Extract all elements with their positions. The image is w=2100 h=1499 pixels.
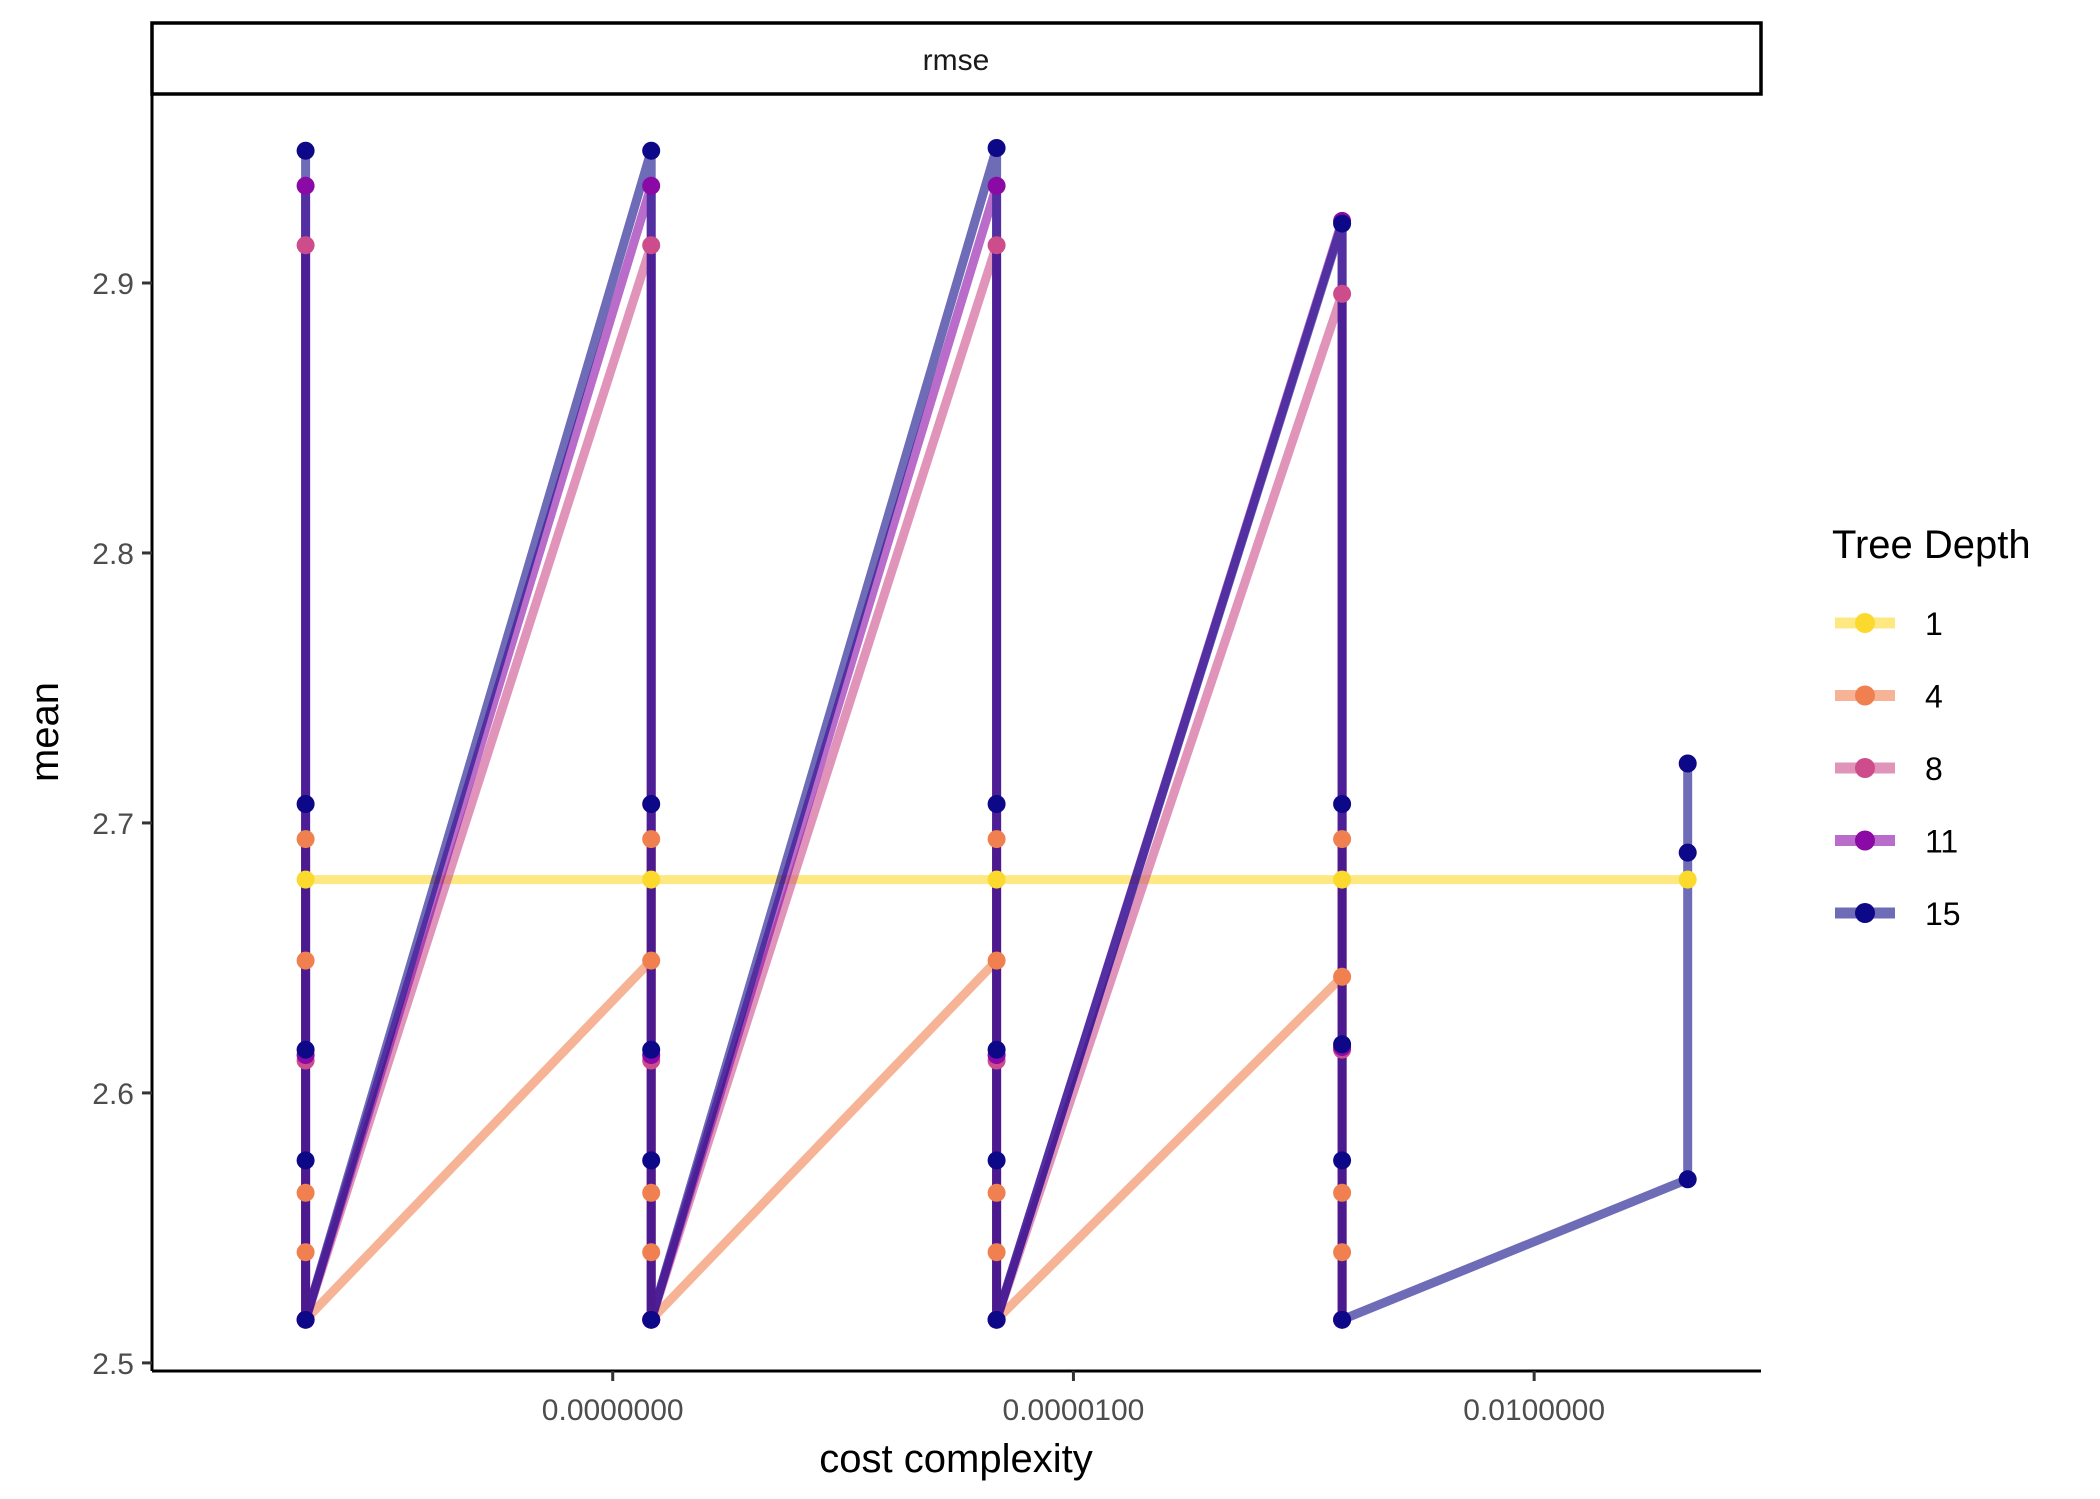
legend-key-point	[1855, 903, 1875, 923]
facet-strip-label: rmse	[923, 44, 990, 77]
x-axis-title: cost complexity	[819, 1437, 1092, 1481]
data-point-15	[1333, 214, 1352, 233]
data-point-1	[1333, 870, 1352, 889]
data-point-15	[642, 795, 661, 813]
y-tick-label: 2.9	[92, 268, 134, 301]
data-point-4	[296, 830, 315, 849]
data-point-4	[1333, 967, 1352, 986]
data-point-15	[296, 141, 315, 160]
data-point-8	[1333, 284, 1352, 303]
data-point-15	[1678, 843, 1697, 862]
legend-label: 15	[1925, 896, 1961, 932]
data-point-4	[642, 951, 661, 970]
x-ticks: 0.0000000 0.0000100 0.0100000	[542, 1371, 1605, 1427]
y-ticks: 2.5 2.6 2.7 2.8 2.9	[92, 268, 152, 1381]
legend-label: 11	[1925, 824, 1958, 860]
data-point-15	[987, 1040, 1006, 1059]
data-point-4	[296, 951, 315, 970]
x-tick-label: 0.0000000	[542, 1394, 684, 1427]
data-point-15	[1333, 795, 1352, 813]
data-point-11	[642, 176, 661, 195]
data-point-15	[987, 1310, 1006, 1329]
data-point-1	[987, 870, 1006, 889]
data-point-1	[296, 870, 315, 889]
data-point-11	[296, 176, 315, 195]
legend-key-point	[1855, 830, 1875, 851]
data-point-4	[987, 1183, 1006, 1202]
data-point-15	[296, 795, 315, 813]
data-point-15	[1333, 1035, 1352, 1054]
y-tick-label: 2.6	[92, 1078, 134, 1111]
data-point-1	[642, 870, 661, 889]
data-point-4	[642, 1243, 661, 1262]
data-point-8	[642, 236, 661, 255]
series-line-15	[301, 143, 1693, 1325]
data-point-4	[987, 830, 1006, 849]
data-point-15	[296, 1310, 315, 1329]
data-point-15	[642, 1151, 661, 1170]
data-point-4	[987, 1243, 1006, 1262]
data-point-15	[1678, 1170, 1697, 1189]
data-point-15	[642, 1040, 661, 1059]
data-point-15	[296, 1151, 315, 1170]
series-line-4	[301, 834, 1347, 1325]
y-axis-title: mean	[23, 682, 67, 782]
legend-key-point	[1855, 758, 1875, 778]
data-point-4	[1333, 1243, 1352, 1262]
y-tick-label: 2.8	[92, 538, 134, 571]
data-point-4	[642, 830, 661, 849]
y-tick-label: 2.7	[92, 808, 134, 841]
data-point-4	[296, 1183, 315, 1202]
data-point-4	[1333, 830, 1352, 849]
data-point-4	[987, 951, 1006, 970]
legend-key-point	[1855, 685, 1875, 706]
data-point-4	[296, 1243, 315, 1262]
data-point-15	[987, 795, 1006, 813]
data-point-15	[642, 141, 661, 160]
data-point-8	[987, 236, 1006, 255]
x-tick-label: 0.0100000	[1463, 1394, 1605, 1427]
legend: Tree Depth 1 4 8 11 15	[1832, 523, 2031, 932]
data-point-15	[987, 139, 1006, 157]
data-point-15	[1333, 1310, 1352, 1329]
data-point-15	[1678, 754, 1697, 773]
facet-strip	[150, 21, 1763, 96]
data-point-8	[296, 236, 315, 255]
legend-key-point	[1855, 613, 1875, 633]
data-point-4	[1333, 1183, 1352, 1202]
data-point-1	[1678, 870, 1697, 889]
legend-label: 8	[1925, 751, 1943, 787]
data-point-15	[642, 1310, 661, 1329]
legend-title: Tree Depth	[1832, 523, 2031, 567]
data-point-11	[987, 176, 1006, 195]
data-point-15	[296, 1040, 315, 1059]
data-point-4	[642, 1183, 661, 1202]
data-point-15	[987, 1151, 1006, 1170]
legend-label: 4	[1925, 679, 1943, 715]
y-tick-label: 2.5	[92, 1348, 134, 1381]
data-layer	[296, 139, 1697, 1329]
legend-label: 1	[1925, 606, 1943, 642]
data-point-15	[1333, 1151, 1352, 1170]
x-tick-label: 0.0000100	[1003, 1394, 1145, 1427]
